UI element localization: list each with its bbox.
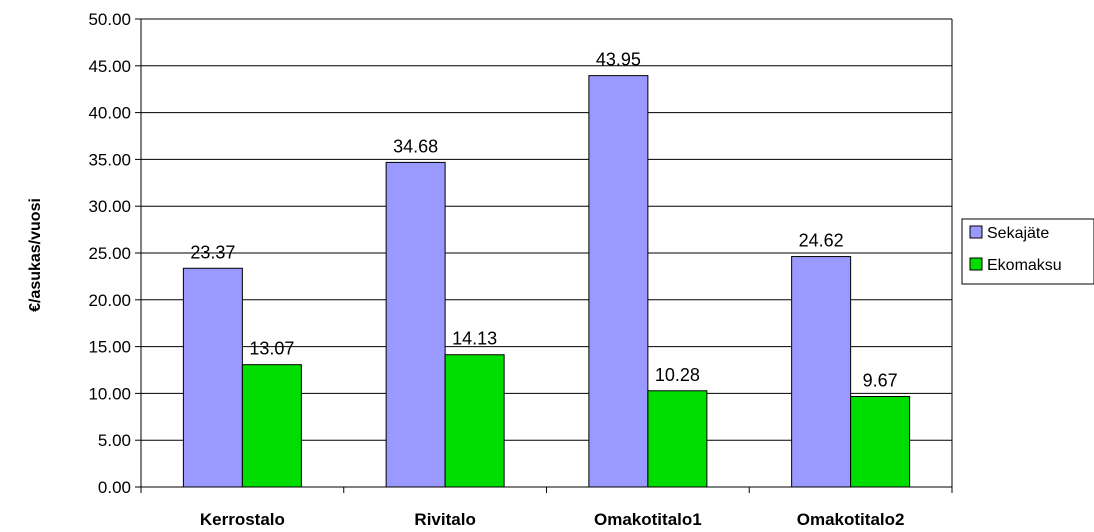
- y-tick-label: 40.00: [88, 104, 131, 123]
- y-tick-label: 5.00: [98, 431, 131, 450]
- y-tick-label: 50.00: [88, 10, 131, 29]
- bar-sekajate: [385, 161, 446, 488]
- y-tick-label: 15.00: [88, 338, 131, 357]
- y-tick-label: 10.00: [88, 384, 131, 403]
- data-label: 14.13: [452, 329, 497, 349]
- y-tick-label: 20.00: [88, 291, 131, 310]
- x-category-label: Omakotitalo2: [797, 510, 905, 529]
- bar-sekajate: [588, 75, 649, 488]
- data-label: 10.28: [655, 365, 700, 385]
- legend-box: [961, 218, 1094, 285]
- legend: Sekajäte Ekomaksu: [961, 218, 1094, 285]
- data-label: 23.37: [190, 242, 235, 262]
- data-label: 13.07: [249, 339, 294, 359]
- bars: [182, 75, 911, 488]
- data-label: 34.68: [393, 136, 438, 156]
- y-tick-label: 45.00: [88, 57, 131, 76]
- data-label: 43.95: [596, 50, 641, 70]
- x-category-label: Omakotitalo1: [594, 510, 702, 529]
- bar-ekomaksu: [241, 364, 302, 488]
- legend-swatch: [969, 225, 983, 239]
- legend-swatch: [969, 257, 983, 271]
- axes: [140, 18, 953, 488]
- bar-sekajate: [182, 267, 243, 488]
- data-label: 9.67: [863, 370, 898, 390]
- y-tick-label: 25.00: [88, 244, 131, 263]
- x-category-label: Rivitalo: [414, 510, 475, 529]
- bar-sekajate: [791, 256, 852, 488]
- bar-ekomaksu: [850, 395, 911, 488]
- bar-ekomaksu: [444, 354, 505, 488]
- data-labels: 23.37 13.07 34.68 14.13 43.95 10.28 24.62 9.67: [190, 50, 897, 391]
- x-category-label: Kerrostalo: [200, 510, 285, 529]
- x-axis-categories: Kerrostalo Rivitalo Omakotitalo1 Omakotital…: [140, 487, 953, 529]
- y-axis-ticks: 0.00 5.00 10.00 15.00 20.00 25.00 30.00 35.00 40…: [88, 10, 141, 497]
- legend-label: Ekomaksu: [987, 257, 1062, 274]
- y-tick-label: 35.00: [88, 150, 131, 169]
- y-tick-label: 0.00: [98, 478, 131, 497]
- data-label: 24.62: [799, 231, 844, 251]
- y-axis-title: €/asukas/vuosi: [27, 198, 44, 312]
- legend-label: Sekajäte: [987, 225, 1049, 242]
- y-tick-label: 30.00: [88, 197, 131, 216]
- bar-ekomaksu: [647, 390, 708, 488]
